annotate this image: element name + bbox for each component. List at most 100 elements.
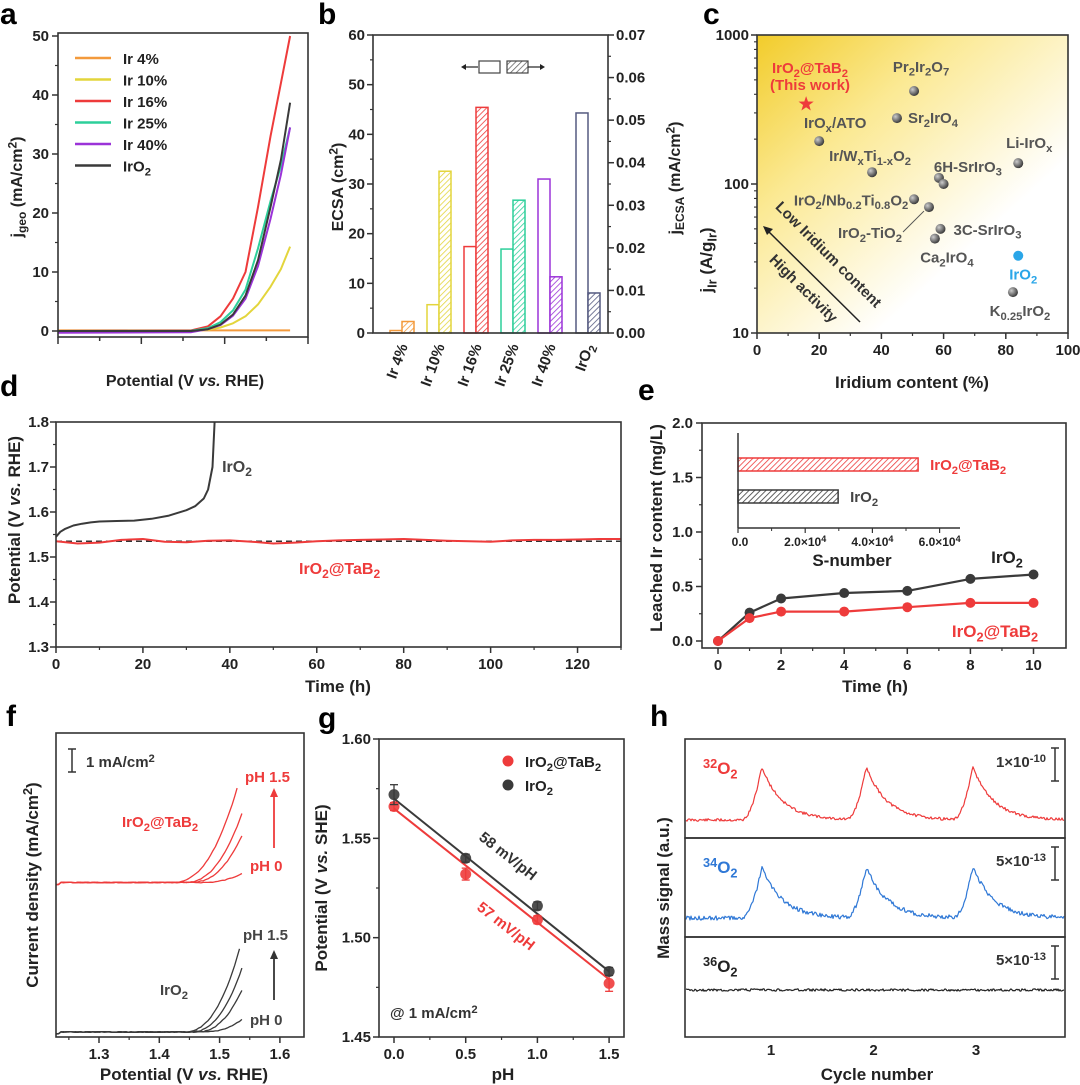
bar-jecsa (401, 320, 415, 334)
x-tick-label: 1.0 (527, 1046, 548, 1063)
panel-label-a: a (0, 0, 17, 31)
point-label: IrO2-TiO2 (838, 225, 902, 245)
data-point (388, 789, 400, 801)
y-tick-label: 1.4 (28, 594, 50, 611)
data-point (938, 179, 949, 189)
fit-line (393, 807, 610, 981)
panel-e-leaching: 0.0 0.5 1.0 1.5 2.0 0 2 4 6 8 10 IrO2 IrO2@TaB2 Time … (647, 415, 1067, 696)
ph-label: pH 0 (250, 1012, 283, 1029)
panel-f-ph-lsv: 1.3 1.4 1.5 1.6 1 mA/cm2 pH 1.5 pH 0 IrO2@TaB2 p… (20, 732, 305, 1084)
data-point (814, 136, 825, 147)
category-label: Ir 25% (492, 342, 523, 389)
y-axis-label: jIr (A/gIr) (697, 227, 719, 293)
data-point (965, 573, 976, 584)
x-tick-label: 100 (1055, 342, 1080, 359)
mass-signal-trace (685, 766, 1065, 822)
plot-frame (55, 732, 305, 1038)
y-axis-label: Potential (V vs. RHE) (5, 436, 24, 604)
data-point (388, 801, 400, 813)
bar-ecsa (426, 303, 440, 334)
category-label: IrO2 (572, 342, 600, 375)
y-right-tick-label: 0.04 (616, 155, 646, 172)
y-axis-label: jgeo (mA/cm2) (5, 137, 29, 239)
series-line-4 (57, 127, 292, 334)
arrow-head-icon (540, 64, 545, 70)
mass-signal-trace (685, 988, 1065, 992)
y-tick-label: 0.0 (672, 633, 693, 650)
x-tick-label: 80 (997, 342, 1014, 359)
x-tick-label: 2 (869, 1042, 877, 1059)
y-right-tick-label: 0.07 (616, 27, 645, 44)
point-label: Li-IrOx (1006, 135, 1053, 155)
x-tick-label: 20 (135, 656, 152, 673)
bar-jecsa (438, 170, 452, 334)
x-axis-label: Iridium content (%) (835, 373, 989, 392)
trend-arrow (765, 228, 861, 323)
series-line-0 (55, 421, 216, 538)
inset-x-label: S-number (812, 551, 892, 570)
data-point (531, 914, 543, 926)
y-tick-label: 20 (32, 205, 49, 222)
point-label: Pr2Ir2O7 (893, 59, 949, 79)
inset-bar (737, 489, 839, 504)
inset-s-number: IrO2@TaB2 IrO2 0.0 2.0×104 4.0×104 6.0×104 S-n… (732, 433, 1006, 570)
point-label: IrO2 (1009, 267, 1037, 287)
y-tick-label: 1.45 (342, 1029, 371, 1046)
legend-label: Ir 16% (123, 94, 167, 111)
point-label: Ca2IrO4 (920, 250, 974, 270)
point-label: Ir/WxTi1-xO2 (829, 148, 911, 168)
arrow-up-icon (270, 950, 278, 959)
y-tick-label: 1.5 (28, 549, 49, 566)
y-tick-label: 30 (348, 176, 365, 193)
condition-annotation: @ 1 mA/cm2 (390, 1004, 478, 1022)
data-point (460, 852, 472, 864)
y-tick-label: 40 (348, 126, 365, 143)
isotope-label: 32O2 (703, 756, 738, 781)
x-tick-label: 8 (966, 657, 974, 674)
lsv-curve (56, 787, 238, 886)
y-right-tick-label: 0.05 (616, 112, 645, 129)
data-point (1007, 287, 1018, 298)
y-tick-label: 2.0 (672, 415, 693, 432)
x-tick-label: 3 (972, 1042, 980, 1059)
x-tick-label: 0 (714, 657, 722, 674)
legend-label: Ir 10% (123, 73, 167, 90)
panel-label-h: h (650, 700, 668, 733)
mass-signal-trace (685, 865, 1065, 921)
slope-label: 58 mV/pH (476, 829, 540, 884)
data-point (929, 233, 940, 244)
y-axis-label: Current density (mA/cm2) (20, 782, 42, 987)
x-tick-label: 80 (395, 656, 412, 673)
plot-background (757, 35, 1068, 333)
data-point (1028, 597, 1039, 608)
legend-marker (502, 779, 514, 791)
y-tick-label: 1000 (716, 27, 749, 44)
bar-ecsa (537, 178, 551, 334)
x-tick-label: 1.5 (209, 1046, 230, 1063)
isotope-label: 34O2 (703, 855, 738, 880)
data-point (867, 167, 878, 178)
plot-frame (55, 421, 622, 648)
series-label: IrO2@TaB2 (299, 561, 380, 581)
inset-tick-label: 2.0×104 (784, 534, 826, 549)
data-point (531, 900, 543, 912)
y-tick-label: 1.0 (672, 524, 693, 541)
data-point (909, 194, 920, 205)
point-label: K0.25IrO2 (990, 303, 1051, 323)
x-axis-label: Cycle number (821, 1065, 934, 1084)
scale-bar-label: 5×10-13 (996, 852, 1046, 870)
panel-a-lsv: 0 10 20 30 40 50 Ir 4% Ir 10% Ir 16% Ir 25% Ir 40%… (5, 28, 309, 390)
y-tick-label: 60 (348, 27, 365, 44)
data-point (923, 202, 934, 213)
legend-label: IrO2 (525, 778, 553, 798)
x-tick-label: 20 (811, 342, 828, 359)
legend-label: IrO2 (123, 159, 151, 179)
x-tick-label: 0 (52, 656, 60, 673)
pointer-arrow (902, 210, 925, 233)
y-axis-label: Potential (V vs. SHE) (312, 804, 331, 971)
series-line-5 (58, 102, 292, 332)
x-tick-label: 1.3 (89, 1046, 110, 1063)
lsv-curve (56, 948, 241, 1035)
y-tick-label: 1.55 (342, 830, 371, 847)
scale-label-backdrop (978, 848, 1048, 870)
